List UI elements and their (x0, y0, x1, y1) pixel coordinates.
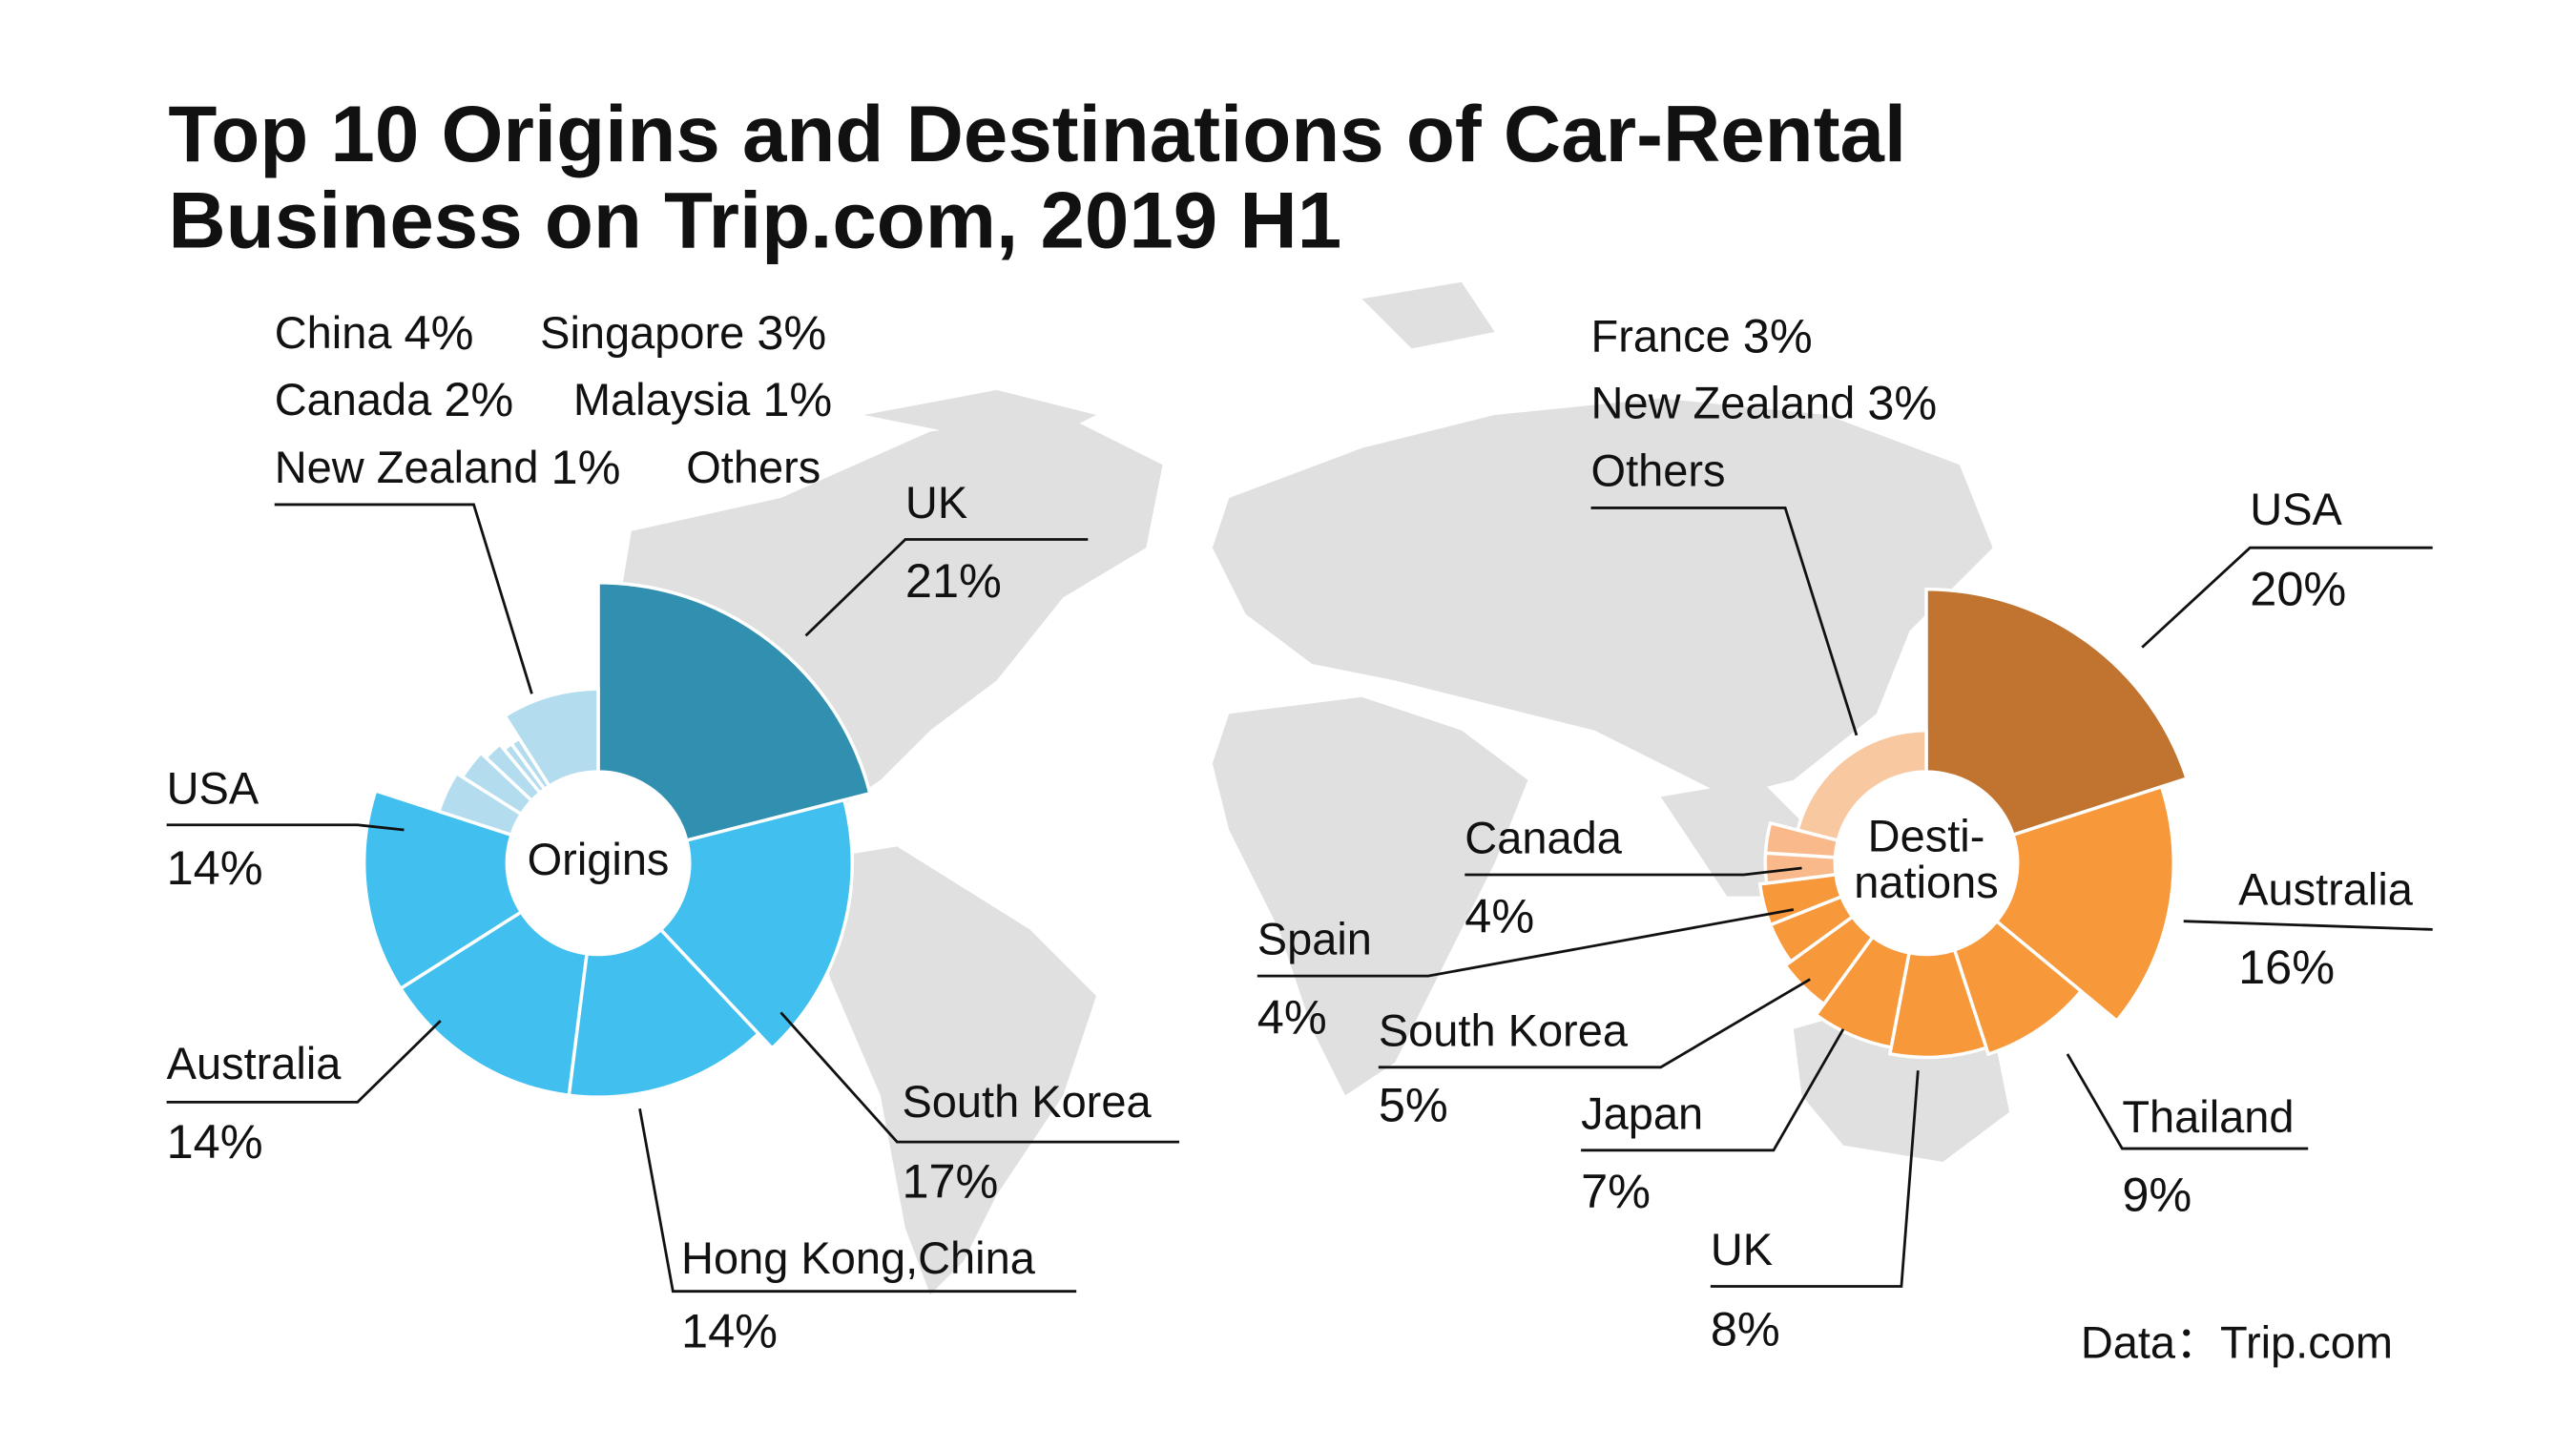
category-label: Others (686, 443, 821, 493)
category-label: Canada (1465, 813, 1622, 863)
value-label: 4% (405, 306, 474, 361)
center-label: Desti-nations (1854, 811, 1998, 908)
category-label: Australia (2238, 864, 2414, 915)
value-label: 14% (167, 840, 263, 895)
segment-label: Others (1591, 445, 1726, 496)
value-label: 8% (1711, 1302, 1780, 1356)
category-label: China (275, 308, 393, 359)
value-label: 3% (757, 306, 826, 361)
value-label: 14% (167, 1114, 263, 1169)
category-label: UK (905, 477, 967, 528)
pie-hole (1835, 772, 2018, 955)
segment-label: Canada 2% (275, 372, 513, 426)
leader-line (1590, 507, 1859, 736)
chart-title: Top 10 Origins and Destinations of Car-R… (168, 89, 1906, 264)
segment-label: New Zealand 1% (275, 440, 621, 494)
leader-line (779, 1011, 1180, 1144)
leader-line (1378, 978, 1811, 1069)
value-label: 20% (2250, 561, 2346, 615)
category-label: Australia (167, 1038, 343, 1088)
value-label: 4% (1257, 989, 1327, 1044)
source-note: Data：Trip.com (2081, 1316, 2393, 1367)
category-label: South Korea (902, 1076, 1152, 1127)
category-label: Hong Kong,China (681, 1232, 1036, 1283)
segment-label: Others (686, 443, 821, 493)
value-label: 7% (1581, 1164, 1651, 1218)
segment-label: Singapore 3% (540, 306, 826, 361)
value-label: 3% (1867, 376, 1937, 430)
category-label: Thailand (2122, 1091, 2294, 1142)
value-label: 17% (902, 1154, 998, 1209)
category-label: UK (1711, 1224, 1773, 1274)
category-label: Singapore (540, 308, 744, 359)
leader-line (638, 1108, 1077, 1294)
leader-line (2141, 546, 2433, 649)
value-label: 4% (1465, 888, 1534, 942)
pie-hole (507, 772, 690, 955)
leader-line (274, 503, 533, 694)
value-label: 21% (905, 553, 1002, 608)
value-label: 1% (551, 440, 621, 494)
value-label: 3% (1743, 309, 1813, 363)
category-label: South Korea (1379, 1004, 1629, 1055)
leader-line (2066, 1053, 2309, 1150)
leader-line (166, 1020, 442, 1104)
leader-line (1581, 1028, 1845, 1152)
leader-line (1465, 866, 1802, 877)
center-label: Origins (528, 834, 670, 884)
segment-label: Malaysia 1% (573, 372, 832, 426)
segment-label: France 3% (1591, 309, 1813, 363)
value-label: 2% (444, 372, 513, 426)
leader-line (1710, 1070, 1920, 1288)
leader-line (804, 538, 1089, 637)
segment-label: China 4% (275, 306, 474, 361)
leader-line (2183, 920, 2433, 931)
category-label: New Zealand (275, 443, 539, 493)
category-label: USA (2250, 484, 2342, 534)
value-label: 16% (2238, 940, 2335, 994)
category-label: Malaysia (573, 374, 751, 424)
value-label: 1% (762, 372, 832, 426)
category-label: Others (1591, 445, 1726, 496)
category-label: USA (167, 762, 260, 813)
leader-line (166, 823, 405, 832)
value-label: 14% (681, 1303, 778, 1357)
value-label: 5% (1379, 1078, 1448, 1132)
leader-line (1257, 908, 1795, 978)
category-label: France (1591, 311, 1731, 362)
category-label: New Zealand (1591, 378, 1856, 428)
value-label: 9% (2122, 1168, 2192, 1222)
category-label: Canada (275, 374, 432, 424)
segment-label: New Zealand 3% (1591, 376, 1938, 430)
category-label: Spain (1257, 914, 1372, 964)
category-label: Japan (1581, 1087, 1703, 1138)
